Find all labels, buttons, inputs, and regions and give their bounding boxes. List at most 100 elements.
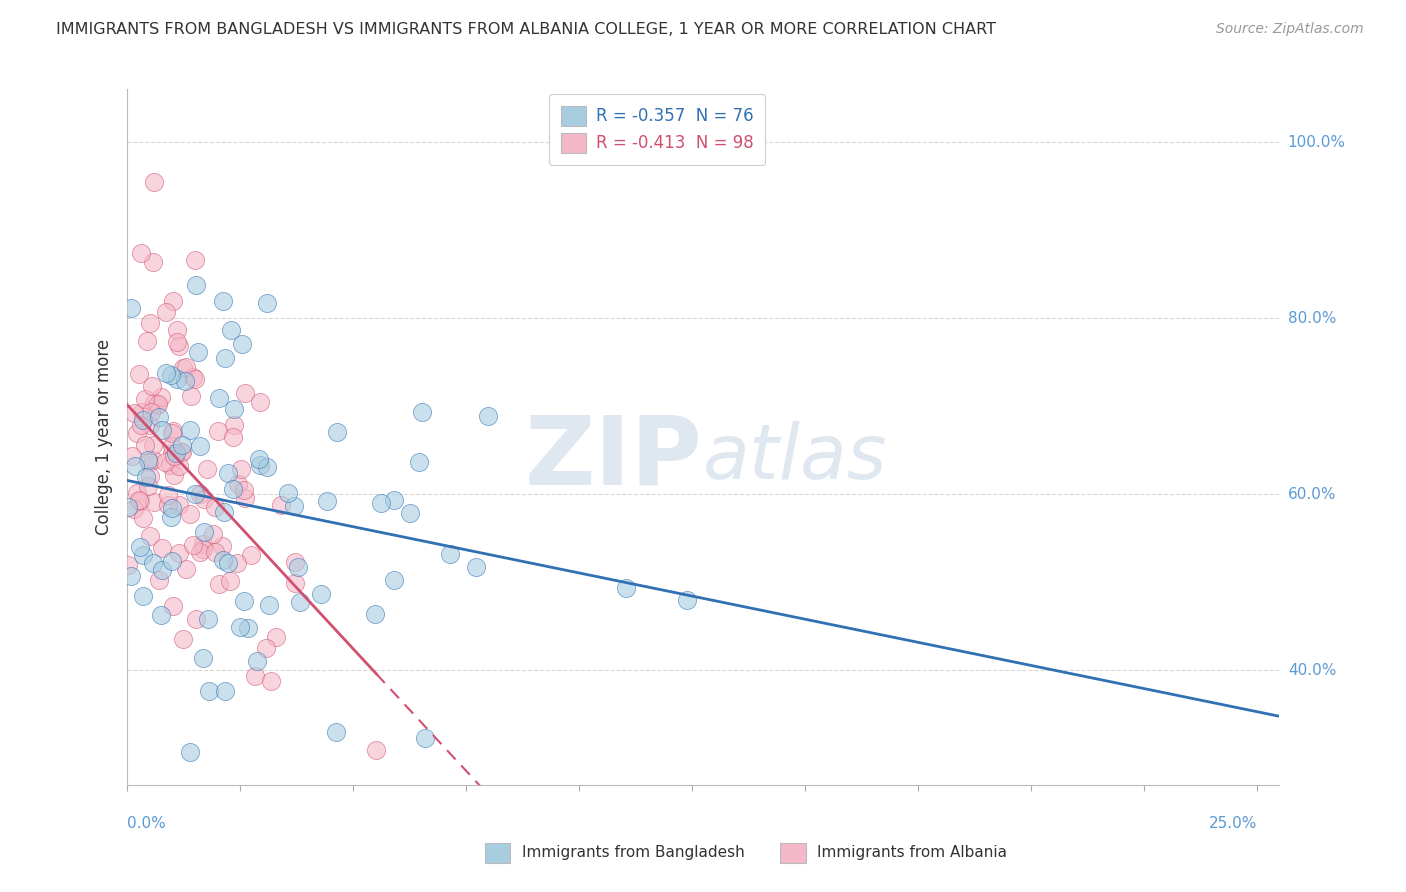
Point [211,293,233,308]
Point [180,389,202,403]
Point [174,359,197,374]
Point [311,587,333,601]
Point [370,496,392,510]
Point [284,575,307,590]
Point [204,500,226,514]
Point [415,731,437,745]
Text: 40.0%: 40.0% [1288,663,1336,678]
Point [120,568,142,582]
Point [172,444,194,458]
Point [162,554,184,568]
Point [155,305,177,319]
Point [156,498,179,512]
Point [163,449,186,463]
Point [150,423,173,437]
Point [172,632,194,646]
Point [150,608,173,623]
Point [256,460,278,475]
Point [181,538,204,552]
Point [135,470,157,484]
Point [249,458,271,472]
Point [170,445,193,459]
Point [167,499,190,513]
Point [232,483,254,497]
Point [183,370,205,384]
Point [222,430,245,444]
Point [224,402,246,417]
Legend: R = -0.357  N = 76, R = -0.413  N = 98: R = -0.357 N = 76, R = -0.413 N = 98 [548,94,765,165]
Point [170,437,193,451]
Point [166,335,188,350]
Point [156,488,179,502]
Point [257,598,280,612]
Point [174,374,197,388]
Text: ZIP: ZIP [524,411,703,505]
Point [122,406,145,420]
Point [198,683,221,698]
Point [134,392,156,406]
Text: 100.0%: 100.0% [1288,135,1346,150]
Point [184,372,207,386]
Point [122,502,145,516]
Point [141,405,163,419]
Point [132,548,155,562]
Text: atlas: atlas [703,421,887,495]
Text: 0.0%: 0.0% [127,815,166,830]
Point [129,417,152,432]
Point [136,479,159,493]
Point [382,493,405,508]
Point [120,301,142,315]
Point [259,674,281,689]
Point [128,367,150,381]
Point [316,493,339,508]
Point [136,452,159,467]
Point [150,390,173,404]
Point [363,607,385,621]
Point [134,438,156,452]
Point [128,541,150,555]
Point [239,548,262,562]
Point [155,366,177,380]
Point [121,450,143,464]
Point [382,574,405,588]
Point [408,455,430,469]
Point [211,553,233,567]
Point [143,396,166,410]
Point [197,612,219,626]
Point [129,493,152,508]
Text: Immigrants from Albania: Immigrants from Albania [817,846,1007,860]
Point [142,254,165,268]
Point [188,439,211,453]
Point [139,417,162,432]
Point [143,495,166,509]
Point [214,351,236,365]
Point [214,683,236,698]
Point [256,296,278,310]
Point [193,491,215,506]
Point [160,438,183,452]
Point [366,742,388,756]
Point [129,245,152,260]
Point [188,545,211,559]
Text: 60.0%: 60.0% [1288,487,1336,502]
Point [139,316,162,330]
Point [117,558,139,572]
Point [277,485,299,500]
Point [150,541,173,556]
Point [287,559,309,574]
Text: 25.0%: 25.0% [1209,815,1257,830]
Point [150,563,173,577]
Point [188,487,211,501]
Point [132,589,155,603]
Point [125,486,148,500]
Point [174,561,197,575]
Point [167,458,190,473]
Point [165,446,187,460]
Point [411,405,433,419]
Point [208,577,231,591]
Point [288,595,311,609]
Point [217,556,239,570]
Point [439,547,461,561]
Point [162,425,184,439]
Point [245,654,267,668]
